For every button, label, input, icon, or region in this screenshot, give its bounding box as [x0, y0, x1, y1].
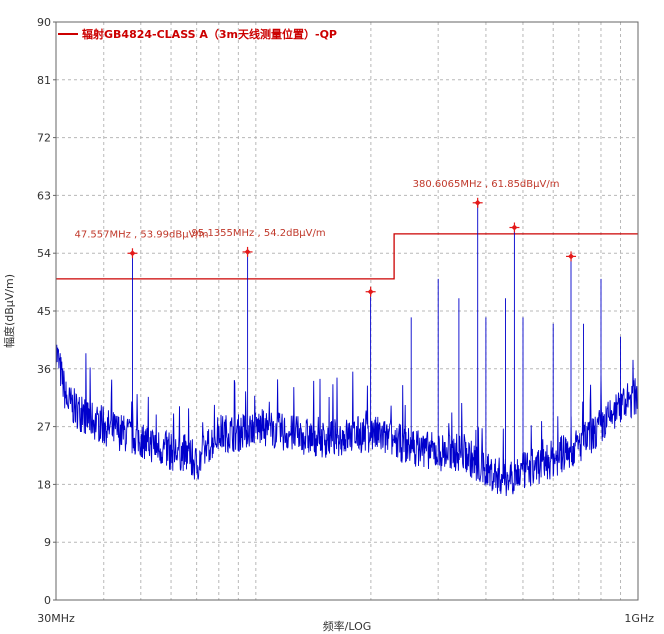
limit-line-path — [56, 233, 638, 280]
y-tick-label: 36 — [37, 363, 51, 376]
y-tick-label: 54 — [37, 247, 51, 260]
x-axis-ticks: 30MHz 1GHz — [37, 612, 654, 625]
peak-annotations: 47.557MHz , 53.99dBμV/m95.1355MHz , 54.2… — [74, 179, 559, 240]
y-tick-label: 45 — [37, 305, 51, 318]
x-tick-label: 1GHz — [624, 612, 654, 625]
marker-point — [511, 224, 518, 231]
series-line — [55, 202, 639, 497]
y-tick-label: 0 — [44, 594, 51, 607]
y-tick-label: 27 — [37, 421, 51, 434]
limit-line — [56, 233, 638, 280]
measurement-series — [55, 202, 639, 497]
peak-markers — [127, 197, 577, 297]
marker-point — [129, 250, 136, 257]
legend: 辐射GB4824-CLASS A（3m天线测量位置）-QP — [58, 27, 337, 41]
y-tick-label: 90 — [37, 16, 51, 29]
y-axis-ticks: 0 9 18 27 36 45 54 63 72 81 90 — [37, 16, 56, 607]
y-axis-title: 幅度(dBμV/m) — [2, 274, 16, 348]
y-tick-label: 72 — [37, 132, 51, 145]
y-tick-label: 18 — [37, 478, 51, 491]
marker-point — [244, 248, 251, 255]
y-tick-label: 9 — [44, 536, 51, 549]
peak-annotation: 95.1355MHz , 54.2dBμV/m — [192, 228, 326, 239]
y-tick-label: 81 — [37, 74, 51, 87]
marker-point — [568, 253, 575, 260]
peak-annotation: 47.557MHz , 53.99dBμV/m — [74, 229, 208, 240]
y-tick-label: 63 — [37, 189, 51, 202]
marker-point — [474, 199, 481, 206]
legend-label: 辐射GB4824-CLASS A（3m天线测量位置）-QP — [82, 27, 337, 41]
marker-point — [367, 288, 374, 295]
x-tick-label: 30MHz — [37, 612, 75, 625]
peak-annotation: 380.6065MHz , 61.85dBμV/m — [413, 179, 560, 190]
x-axis-title: 频率/LOG — [323, 619, 372, 633]
